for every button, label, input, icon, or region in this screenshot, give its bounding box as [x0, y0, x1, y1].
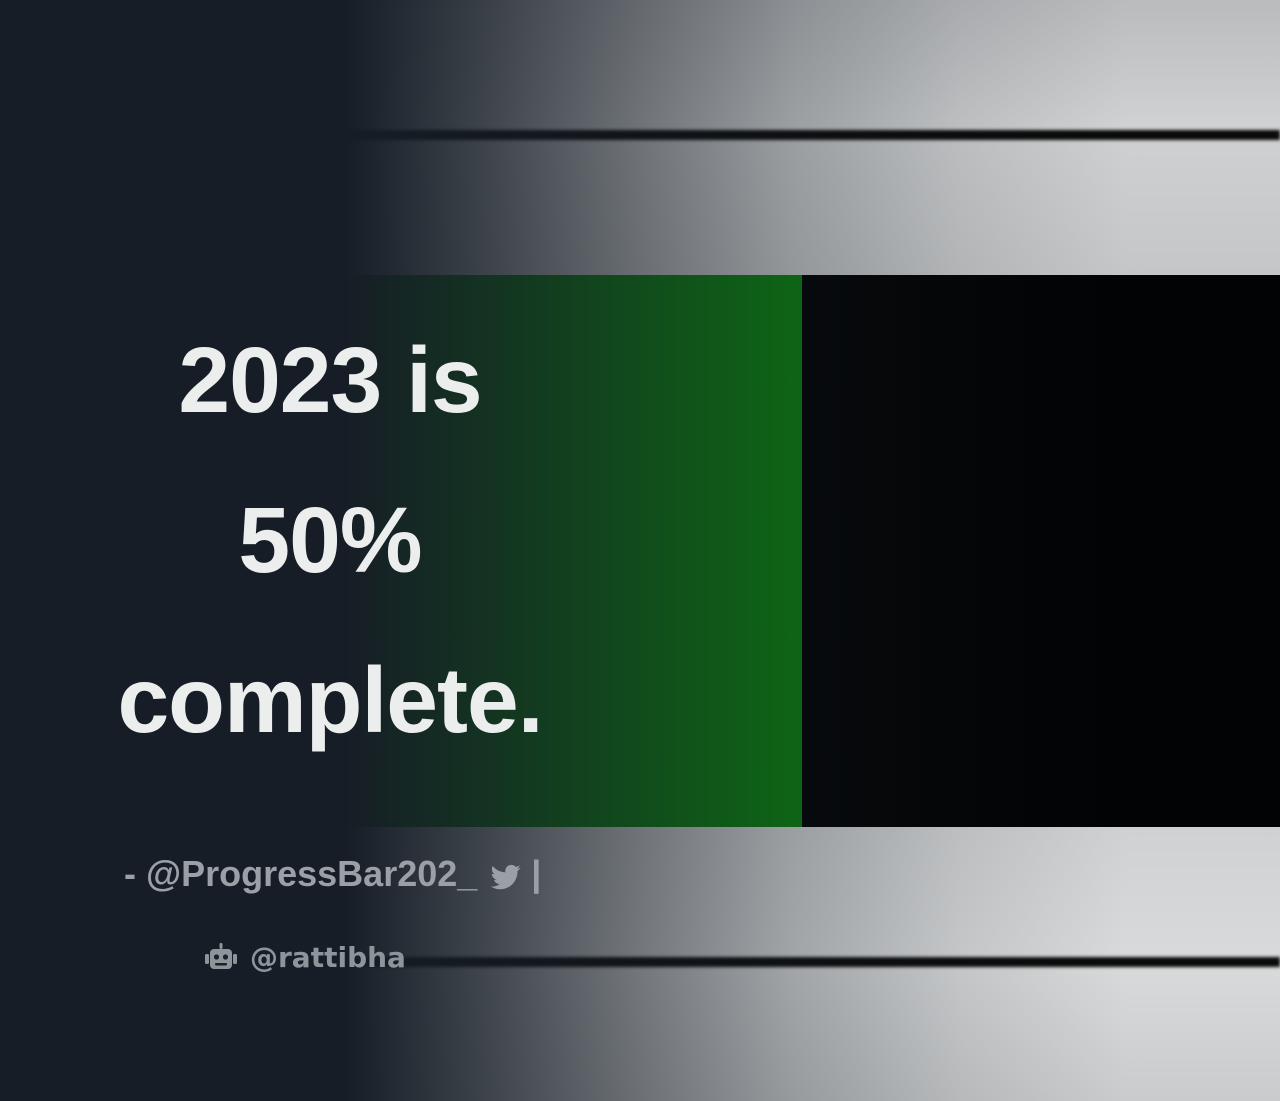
quote-line-3: complete. [117, 648, 543, 752]
quote-text: 2023 is 50% complete. [30, 300, 630, 780]
robot-icon [204, 942, 238, 972]
twitter-bird-icon[interactable] [489, 859, 523, 890]
attribution-separator: | [531, 853, 542, 894]
quote-line-2: 50% [238, 488, 422, 592]
watermark: @rattibha [204, 938, 406, 976]
attribution: - @ProgressBar202_ | [124, 852, 541, 896]
watermark-handle[interactable]: @rattibha [250, 940, 406, 974]
quote-line-1: 2023 is [178, 328, 482, 432]
attribution-handle[interactable]: - @ProgressBar202_ [124, 853, 478, 894]
